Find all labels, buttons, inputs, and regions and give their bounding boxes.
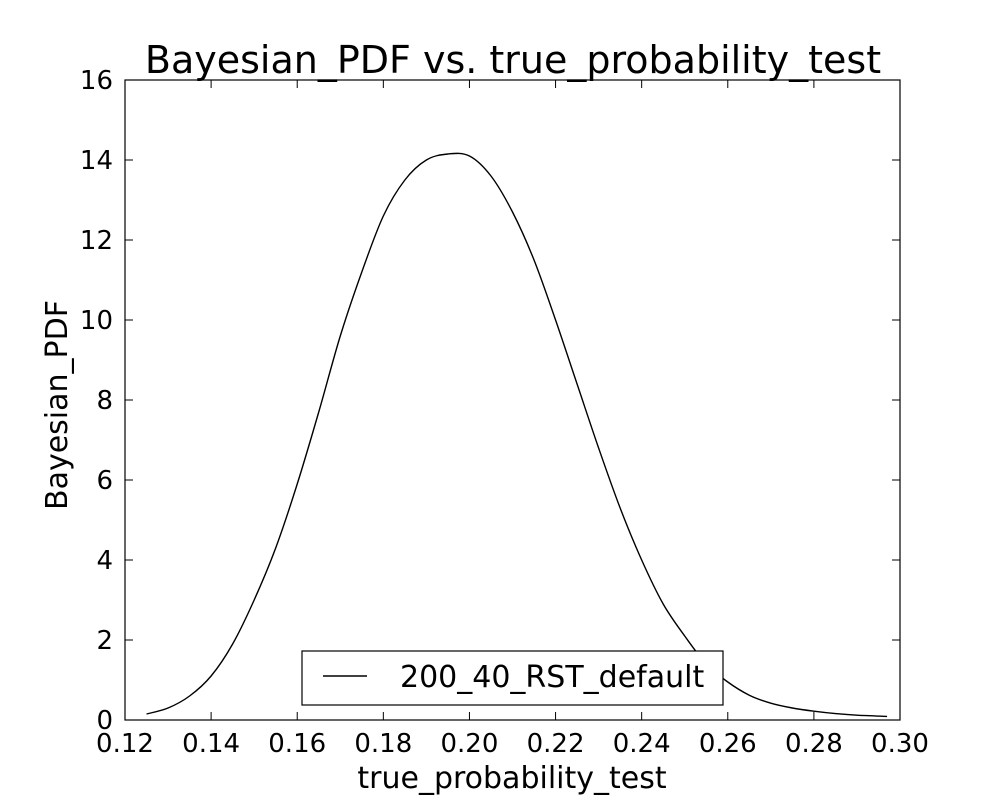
x-tick-label: 0.18 — [354, 729, 412, 759]
y-tick-label: 8 — [96, 386, 113, 416]
plot-frame — [124, 79, 901, 721]
chart-title: Bayesian_PDF vs. true_probability_test — [145, 38, 881, 82]
y-tick-label: 0 — [96, 706, 113, 736]
x-axis-label: true_probability_test — [357, 761, 666, 796]
x-tick-label: 0.20 — [440, 729, 498, 759]
series-line-200-40-rst-default — [146, 152, 888, 718]
x-tick-label: 0.16 — [268, 729, 326, 759]
x-tick-label: 0.12 — [96, 729, 154, 759]
legend-box — [301, 650, 724, 706]
x-tick-label: 0.24 — [613, 729, 671, 759]
y-tick-label: 10 — [80, 306, 113, 336]
legend: 200_40_RST_default — [301, 650, 724, 706]
y-tick-label: 16 — [80, 66, 113, 96]
x-tick-label: 0.14 — [182, 729, 240, 759]
x-tick-label: 0.28 — [785, 729, 843, 759]
x-tick-label: 0.30 — [871, 729, 929, 759]
legend-label: 200_40_RST_default — [400, 660, 704, 695]
x-tick-label: 0.22 — [527, 729, 585, 759]
x-tick-label: 0.26 — [699, 729, 757, 759]
y-tick-label: 6 — [96, 466, 113, 496]
y-axis-label: Bayesian_PDF — [40, 300, 75, 510]
y-tick-label: 14 — [80, 146, 113, 176]
x-axis: 0.12 0.14 0.16 0.18 0.20 0.22 0.24 0.26 0.28 0.30 — [96, 80, 929, 759]
y-axis: 0 2 4 6 8 10 12 14 16 — [80, 66, 900, 736]
y-tick-label: 12 — [80, 226, 113, 256]
y-tick-label: 2 — [96, 626, 113, 656]
y-tick-label: 4 — [96, 546, 113, 576]
